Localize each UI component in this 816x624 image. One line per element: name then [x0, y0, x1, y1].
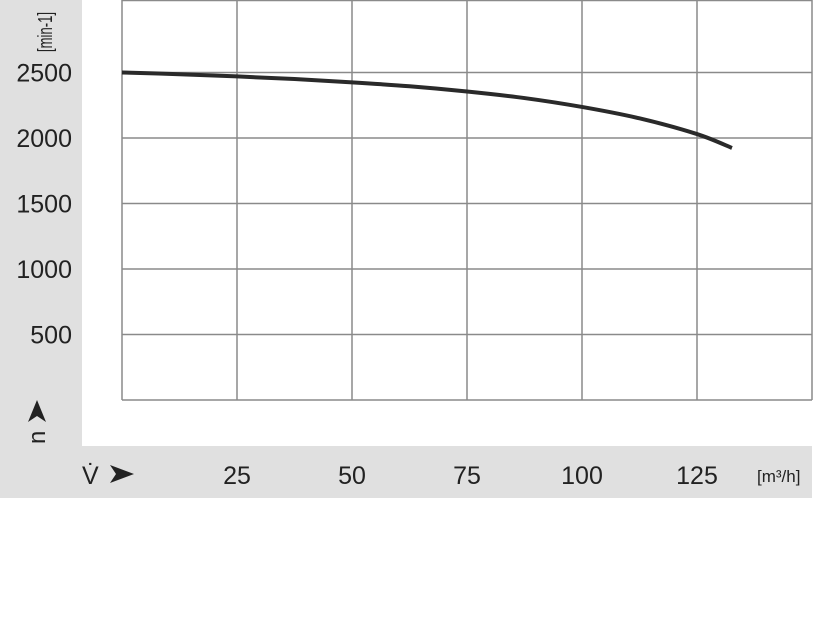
y-tick-label: 500	[30, 322, 72, 350]
y-arrow-icon	[28, 400, 46, 422]
x-tick-label: 75	[453, 462, 481, 490]
y-tick-label: 1000	[16, 256, 72, 284]
y-tick-label: 2500	[16, 60, 72, 88]
y-unit-label: [min-1]	[35, 12, 57, 52]
series-line	[121, 70, 733, 150]
x-unit-label: [m³/h]	[757, 467, 800, 486]
x-tick-label: 100	[561, 462, 603, 490]
y-tick-labels: 500 1000 1500 2000 2500	[16, 60, 72, 350]
x-tick-label: 25	[223, 462, 251, 490]
y-tick-label: 1500	[16, 191, 72, 219]
x-tick-labels: 25 50 75 100 125	[223, 462, 718, 490]
y-axis-band	[0, 0, 82, 446]
x-axis-band	[0, 446, 812, 498]
x-tick-label: 50	[338, 462, 366, 490]
y-tick-label: 2000	[16, 125, 72, 153]
x-arrow-icon	[110, 465, 134, 483]
x-axis-label: V̇	[82, 461, 99, 490]
grid	[121, 0, 813, 401]
x-tick-label: 125	[676, 462, 718, 490]
y-axis-label: n	[24, 431, 51, 444]
